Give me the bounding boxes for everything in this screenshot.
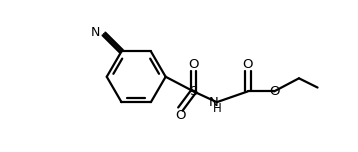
Text: O: O	[243, 58, 253, 71]
Text: H: H	[213, 102, 222, 115]
Text: S: S	[189, 85, 198, 98]
Text: O: O	[188, 58, 199, 71]
Text: O: O	[175, 109, 186, 122]
Text: N: N	[209, 96, 219, 109]
Text: N: N	[91, 26, 100, 39]
Text: O: O	[269, 85, 279, 98]
